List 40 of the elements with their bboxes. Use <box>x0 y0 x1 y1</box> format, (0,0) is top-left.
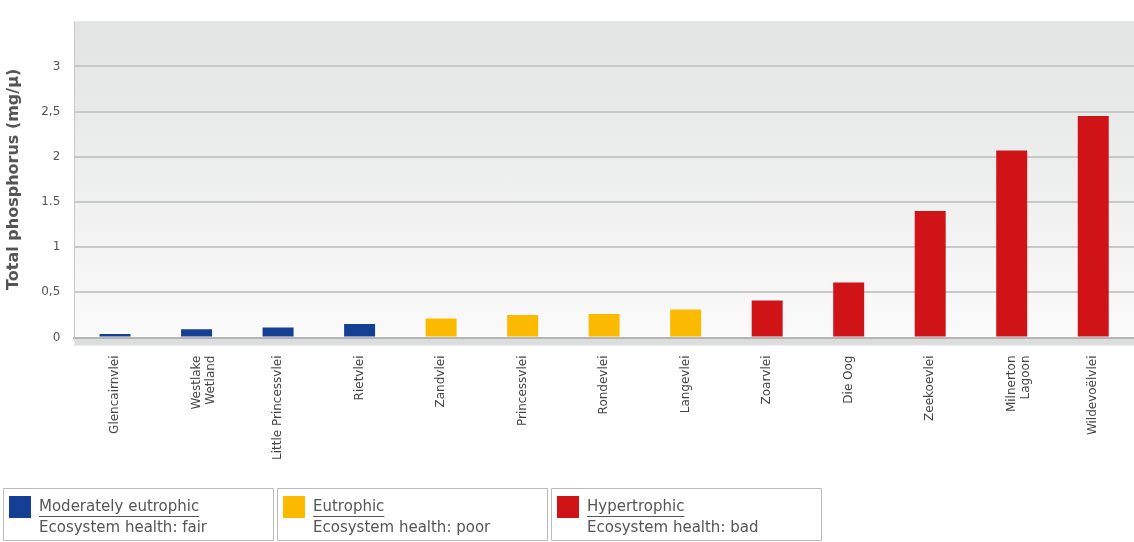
bar <box>670 309 702 337</box>
bar <box>425 318 457 337</box>
y-tick-label: 0,5 <box>41 284 61 299</box>
bar <box>344 323 376 337</box>
x-tick-label: Westlake Wetland <box>188 355 218 410</box>
bar <box>507 314 539 337</box>
y-axis-title: Total phosphorus (mg/µ) <box>2 68 22 290</box>
bar <box>914 210 946 337</box>
x-tick-label: Milnerton Lagoon <box>1003 355 1033 413</box>
bar <box>181 329 213 337</box>
text: Ecosystem health: bad <box>587 517 759 536</box>
legend-label: Moderately eutrophic <box>39 496 200 515</box>
x-tick-label: Langevlei <box>677 355 692 414</box>
bar <box>1077 116 1109 337</box>
y-tick-label: 1.5 <box>41 194 61 209</box>
y-tick-label: 2 <box>52 148 61 163</box>
bar <box>99 333 131 337</box>
legend-label: Eutrophic <box>313 496 385 515</box>
bar <box>833 282 865 337</box>
x-tick-label: Wildevoëlvlei <box>1085 355 1100 436</box>
x-tick-label: Glencairnvlei <box>107 355 122 434</box>
x-tick-label: Little Princessvlei <box>270 355 285 460</box>
legend-label: Hypertrophic <box>587 496 685 515</box>
y-tick-label: 0 <box>52 329 61 344</box>
bar <box>262 327 294 337</box>
text: Ecosystem health: poor <box>313 517 492 536</box>
text: Ecosystem health: fair <box>39 517 208 536</box>
bar <box>996 150 1028 337</box>
x-tick-label: Zandvlei <box>433 355 448 408</box>
bar <box>751 300 783 337</box>
x-tick-label: Zoarvlei <box>759 355 774 405</box>
y-tick-label: 1 <box>52 239 61 254</box>
bar <box>588 314 620 337</box>
x-tick-label: Zeekoevlei <box>922 355 937 421</box>
y-tick-label: 3 <box>52 58 61 73</box>
x-tick-label: Rietvlei <box>351 355 366 401</box>
x-tick-label: Die Oog <box>840 355 855 404</box>
x-tick-label: Princessvlei <box>514 355 529 427</box>
y-tick-label: 2,5 <box>41 103 61 118</box>
x-tick-label: Rondevlei <box>596 355 611 415</box>
